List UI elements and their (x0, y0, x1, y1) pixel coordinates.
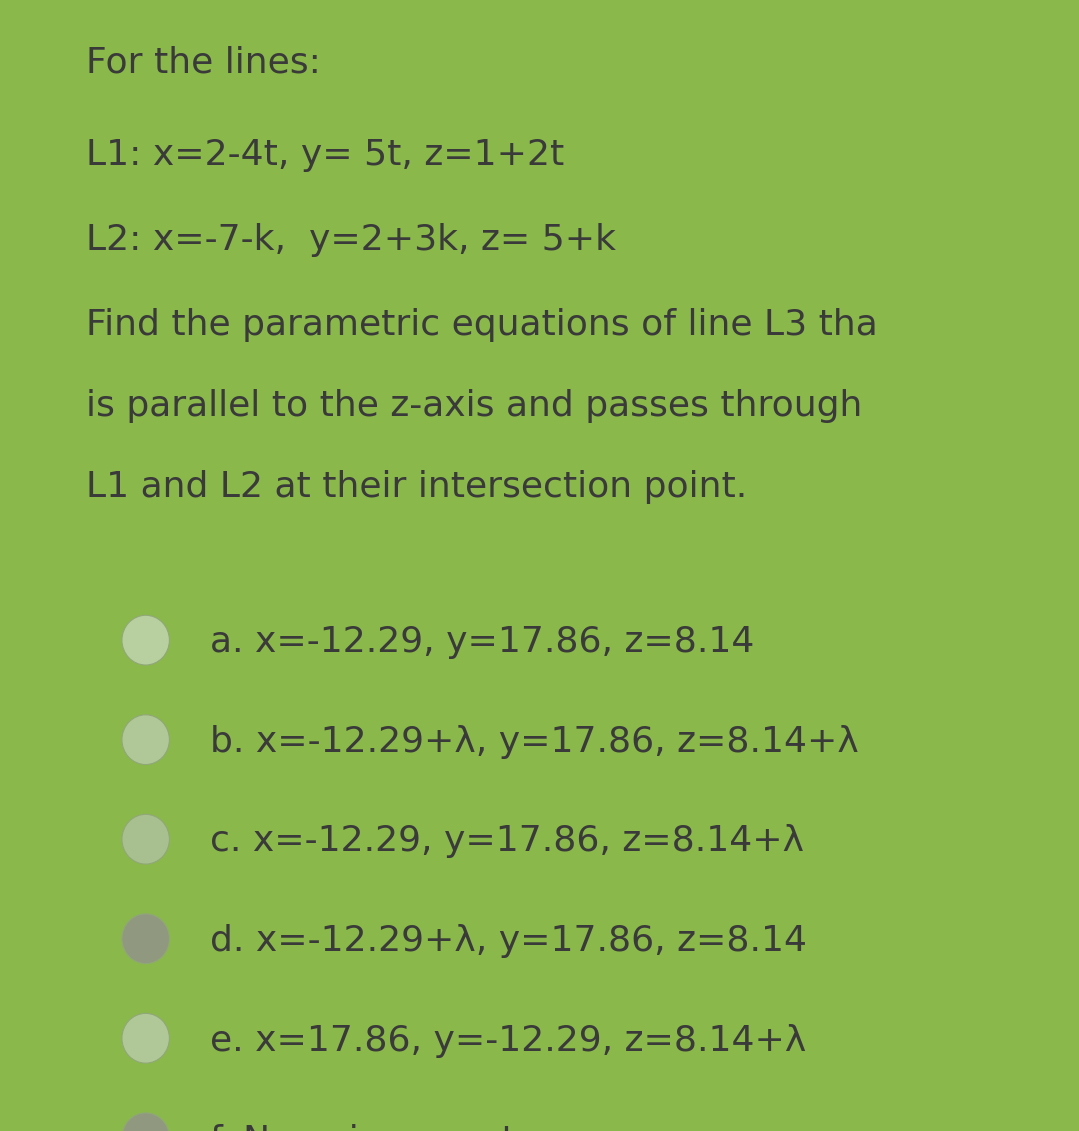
Text: d. x=-12.29+λ, y=17.86, z=8.14: d. x=-12.29+λ, y=17.86, z=8.14 (210, 924, 807, 958)
Circle shape (122, 1113, 169, 1131)
Circle shape (122, 914, 169, 964)
Text: f. None is correct: f. None is correct (210, 1123, 516, 1131)
Text: L1: x=2-4t, y= 5t, z=1+2t: L1: x=2-4t, y= 5t, z=1+2t (86, 138, 564, 172)
Text: For the lines:: For the lines: (86, 45, 322, 79)
Text: e. x=17.86, y=-12.29, z=8.14+λ: e. x=17.86, y=-12.29, z=8.14+λ (210, 1024, 807, 1057)
Circle shape (122, 1013, 169, 1063)
Text: b. x=-12.29+λ, y=17.86, z=8.14+λ: b. x=-12.29+λ, y=17.86, z=8.14+λ (210, 725, 859, 759)
Circle shape (122, 715, 169, 765)
Text: a. x=-12.29, y=17.86, z=8.14: a. x=-12.29, y=17.86, z=8.14 (210, 625, 755, 659)
Text: is parallel to the z-axis and passes through: is parallel to the z-axis and passes thr… (86, 389, 863, 423)
Text: L2: x=-7-k,  y=2+3k, z= 5+k: L2: x=-7-k, y=2+3k, z= 5+k (86, 223, 616, 257)
Text: c. x=-12.29, y=17.86, z=8.14+λ: c. x=-12.29, y=17.86, z=8.14+λ (210, 824, 805, 858)
Circle shape (122, 615, 169, 665)
Circle shape (122, 814, 169, 864)
Text: L1 and L2 at their intersection point.: L1 and L2 at their intersection point. (86, 470, 748, 504)
Text: Find the parametric equations of line L3 tha: Find the parametric equations of line L3… (86, 308, 878, 342)
